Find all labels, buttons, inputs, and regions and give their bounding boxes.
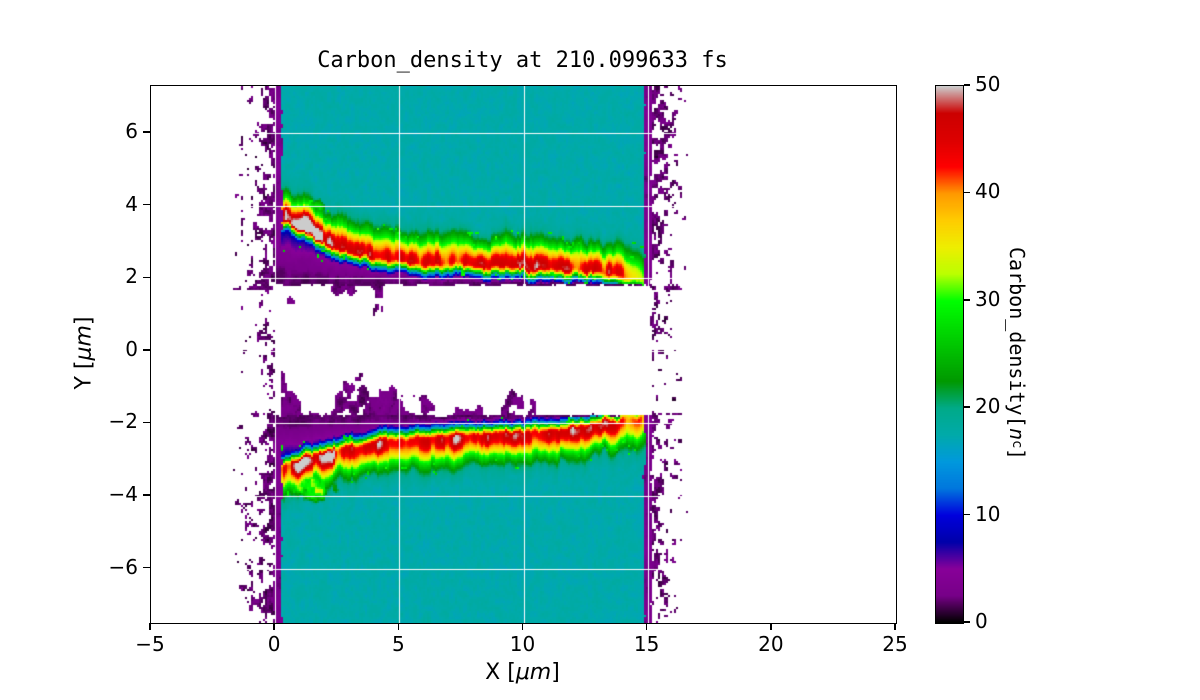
- y-tick-mark: [143, 349, 150, 351]
- x-tick-mark: [521, 623, 524, 630]
- y-tick-label: 6: [125, 119, 138, 144]
- y-tick-label: −2: [108, 409, 138, 434]
- x-tick-mark: [273, 623, 275, 630]
- colorbar: [935, 85, 964, 624]
- y-axis-label: Y [μm]: [72, 316, 97, 389]
- heatmap-canvas: [151, 86, 896, 623]
- y-tick-mark: [143, 566, 150, 569]
- colorbar-tick-mark: [964, 191, 970, 194]
- colorbar-tick-label: 20: [975, 394, 1001, 419]
- colorbar-tick-label: 10: [975, 501, 1001, 526]
- colorbar-label-var: n: [1005, 427, 1029, 440]
- colorbar-tick-mark: [964, 84, 970, 86]
- x-axis-label-pre: X [: [485, 660, 516, 685]
- colorbar-tick-mark: [964, 513, 970, 516]
- x-tick-label: 10: [509, 632, 536, 656]
- colorbar-label: Carbon_density[n c]: [1005, 85, 1029, 622]
- y-tick-label: −6: [108, 554, 138, 579]
- x-tick-label: −5: [135, 632, 165, 656]
- colorbar-label-post: ]: [1005, 448, 1029, 461]
- colorbar-tick-label: 50: [975, 72, 1001, 96]
- y-tick-label: 2: [125, 264, 138, 289]
- x-tick-label: 20: [758, 632, 784, 656]
- colorbar-tick-label: 30: [975, 286, 1001, 311]
- x-tick-label: 25: [882, 632, 908, 656]
- x-axis-unit: μm: [515, 660, 552, 685]
- x-tick-mark: [397, 623, 400, 630]
- y-axis-label-pre: Y [: [71, 360, 97, 390]
- y-axis-unit: μm: [71, 325, 97, 361]
- colorbar-label-pre: Carbon_density[: [1005, 246, 1029, 428]
- x-tick-mark: [149, 623, 151, 630]
- x-tick-mark: [894, 623, 896, 630]
- colorbar-tick-label: 0: [975, 609, 988, 633]
- y-tick-mark: [143, 421, 150, 424]
- y-tick-mark: [143, 203, 150, 206]
- y-tick-label: −4: [108, 482, 138, 506]
- colorbar-tick-mark: [964, 299, 970, 301]
- x-tick-label: 0: [267, 632, 281, 656]
- x-tick-mark: [770, 623, 772, 630]
- chart-title: Carbon_density at 210.099633 fs: [317, 48, 728, 73]
- x-tick-label: 5: [391, 632, 405, 656]
- colorbar-canvas: [936, 86, 963, 623]
- y-tick-mark: [143, 494, 150, 496]
- y-tick-mark: [143, 131, 150, 133]
- x-axis-label: X [μm]: [150, 660, 895, 685]
- y-tick-mark: [143, 276, 150, 279]
- x-axis-label-post: ]: [551, 660, 560, 685]
- colorbar-tick-mark: [964, 621, 970, 623]
- plot-area: [150, 85, 897, 624]
- x-tick-mark: [645, 623, 648, 630]
- colorbar-tick-mark: [964, 406, 970, 408]
- y-tick-label: 4: [125, 191, 138, 216]
- colorbar-tick-label: 40: [975, 179, 1001, 204]
- y-axis-label-post: ]: [71, 316, 97, 326]
- y-tick-label: 0: [125, 336, 138, 361]
- x-tick-label: 15: [633, 632, 660, 656]
- colorbar-label-sub: c: [1009, 439, 1025, 449]
